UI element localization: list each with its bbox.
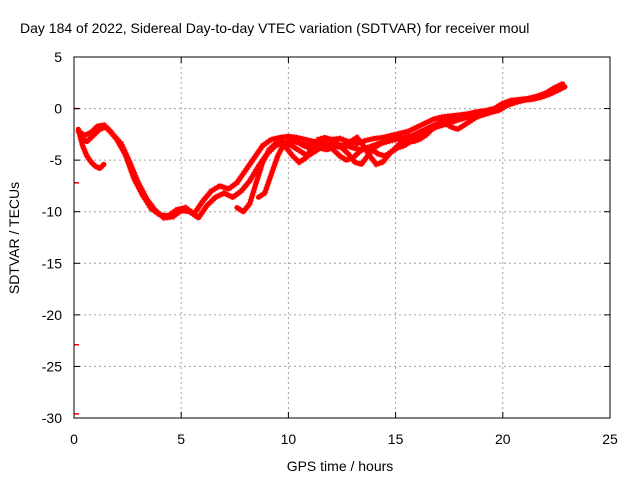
x-tick-label: 25 xyxy=(602,431,618,447)
data-layer xyxy=(74,80,568,415)
y-tick-label: -30 xyxy=(42,410,62,426)
x-tick-label: 10 xyxy=(281,431,297,447)
y-tick-label: -25 xyxy=(42,358,62,374)
y-tick-label: 0 xyxy=(54,101,62,117)
x-tick-label: 20 xyxy=(495,431,511,447)
y-tick-label: -5 xyxy=(50,152,63,168)
data-series-line xyxy=(277,135,411,167)
y-tick-label: -15 xyxy=(42,255,62,271)
data-series-texture xyxy=(256,109,491,201)
frame-layer xyxy=(73,56,611,419)
x-tick-label: 0 xyxy=(70,431,78,447)
plot-frame xyxy=(73,56,611,419)
tick-layer: 0 5 10 15 20 25 -30 -25 -20 -15 -10 -5 0 5 xyxy=(42,49,618,447)
y-axis-label: SDTVAR / TECUs xyxy=(6,182,22,294)
y-tick-label: 5 xyxy=(54,49,62,65)
y-tick-label: -10 xyxy=(42,204,62,220)
data-series-line xyxy=(75,126,107,171)
x-tick-label: 5 xyxy=(177,431,185,447)
grid-layer xyxy=(74,57,610,418)
x-axis-label: GPS time / hours xyxy=(287,458,394,474)
y-tick-label: -20 xyxy=(42,307,62,323)
data-series-texture xyxy=(235,113,470,216)
chart-title: Day 184 of 2022, Sidereal Day-to-day VTE… xyxy=(20,20,529,36)
data-series-line xyxy=(255,110,493,200)
x-tick-label: 15 xyxy=(388,431,404,447)
